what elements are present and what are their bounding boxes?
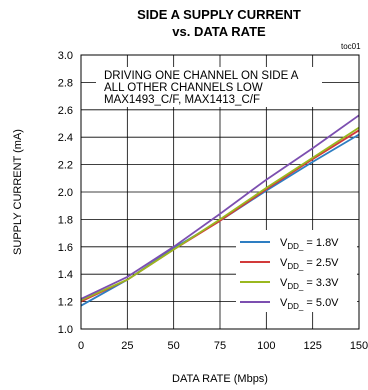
x-tick-label: 100	[257, 340, 275, 352]
y-tick-label: 2.0	[58, 187, 73, 199]
legend-label: VDD_ = 3.3V	[280, 277, 339, 291]
x-tick-label: 25	[121, 340, 133, 352]
x-tick-label: 150	[350, 340, 368, 352]
y-tick-label: 2.8	[58, 77, 73, 89]
annotation-background	[96, 67, 322, 107]
y-tick-label: 1.8	[58, 214, 73, 226]
annotation-line-1: DRIVING ONE CHANNEL ON SIDE A	[104, 70, 299, 82]
legend: VDD_ = 1.8V VDD_ = 2.5V VDD_ = 3.3V VDD_ = …	[236, 230, 357, 312]
y-tick-label: 2.4	[58, 132, 73, 144]
chart-subtitle: vs. DATA RATE	[172, 24, 266, 39]
legend-label: VDD_ = 5.0V	[280, 297, 339, 311]
y-tick-label: 1.4	[58, 269, 73, 281]
series-line-3-3v	[80, 126, 360, 302]
figure-tag: toc01	[341, 42, 361, 51]
y-tick-labels: 1.0 1.2 1.4 1.6 1.8 2.0 2.2 2.4 2.6 2.8 3.0	[58, 50, 73, 336]
annotation-box: DRIVING ONE CHANNEL ON SIDE A ALL OTHER …	[96, 67, 322, 107]
series-line-5-0v	[80, 114, 360, 300]
legend-label: VDD_ = 1.8V	[280, 237, 339, 251]
y-axis-title: SUPPLY CURRENT (mA)	[12, 129, 24, 255]
y-tick-label: 2.2	[58, 160, 73, 172]
x-tick-labels: 0 25 50 75 100 125 150	[78, 340, 368, 352]
x-tick-label: 75	[214, 340, 226, 352]
plot-frame	[80, 54, 360, 330]
x-tick-label: 125	[303, 340, 321, 352]
y-tick-label: 1.6	[58, 242, 73, 254]
chart-title: SIDE A SUPPLY CURRENT	[137, 7, 301, 22]
legend-label: VDD_ = 2.5V	[280, 257, 339, 271]
legend-background	[236, 230, 357, 312]
x-tick-label: 50	[168, 340, 180, 352]
annotation-line-2: ALL OTHER CHANNELS LOW	[104, 82, 263, 94]
x-axis-title: DATA RATE (Mbps)	[172, 373, 268, 385]
y-tick-label: 1.0	[58, 324, 73, 336]
y-tick-label: 3.0	[58, 50, 73, 62]
y-tick-label: 2.6	[58, 105, 73, 117]
series-lines	[80, 114, 360, 307]
annotation-line-3: MAX1493_C/F, MAX1413_C/F	[104, 94, 260, 106]
x-tick-label: 0	[78, 340, 84, 352]
y-tick-label: 1.2	[58, 297, 73, 309]
